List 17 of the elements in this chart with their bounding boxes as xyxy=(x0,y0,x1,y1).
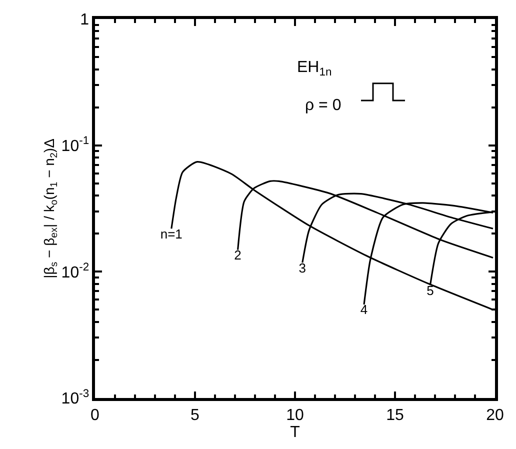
series-label: 3 xyxy=(298,260,306,276)
x-tick-label: 10 xyxy=(286,406,304,424)
x-tick-label: 0 xyxy=(90,406,100,424)
annotation: ρ = 0 xyxy=(305,97,342,114)
y-tick-label: 10$^{-3}$ xyxy=(61,388,90,408)
x-tick-label: 15 xyxy=(386,406,404,424)
x-axis-title: T xyxy=(290,424,300,441)
series-label: 4 xyxy=(360,302,368,318)
y-tick-label: 10$^{-1}$ xyxy=(61,135,90,155)
x-tick-label: 5 xyxy=(190,406,200,424)
series-label: 2 xyxy=(234,248,242,263)
annotation: EH$_{1n}$ xyxy=(297,59,332,78)
series-label: 5 xyxy=(426,283,434,298)
x-tick-label: 20 xyxy=(486,406,504,424)
y-tick-label: 1 xyxy=(80,12,90,29)
y-tick-label: 10$^{-2}$ xyxy=(61,262,90,282)
series-label: n=1 xyxy=(160,226,182,242)
